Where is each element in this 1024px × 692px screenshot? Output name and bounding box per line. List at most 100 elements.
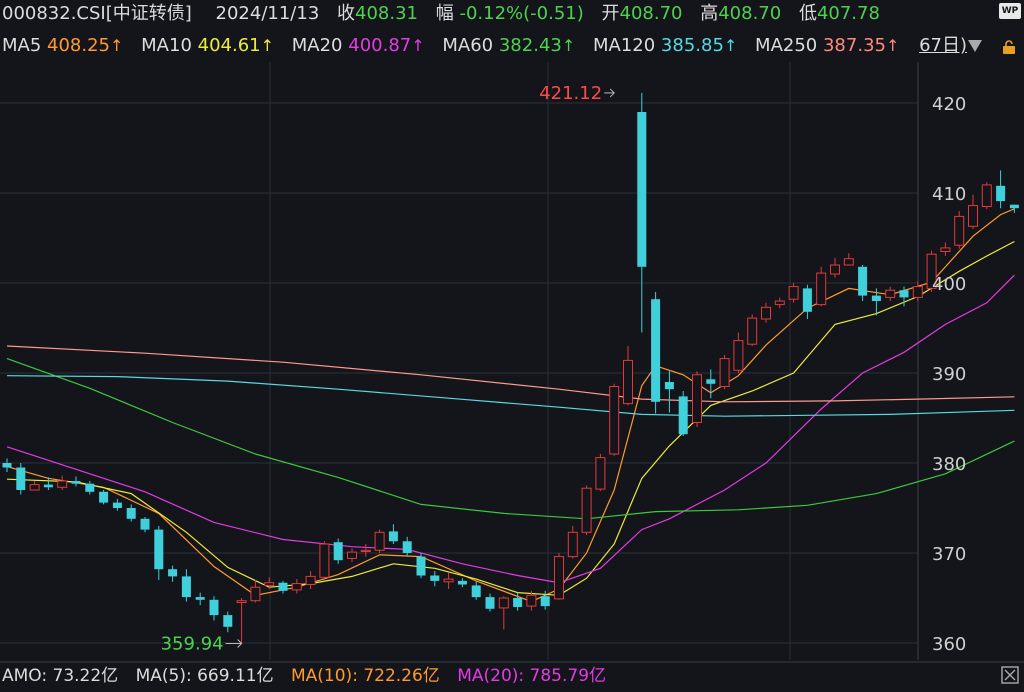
candle-body: [43, 484, 53, 488]
low-value: 407.78: [816, 3, 880, 24]
candle-body: [347, 551, 357, 559]
candle: [912, 281, 923, 301]
symbol-name: 000832.CSI[中证转债]: [2, 3, 192, 24]
candle: [236, 598, 247, 644]
candle: [430, 571, 440, 587]
candle: [830, 257, 840, 278]
close-label: 收: [337, 3, 356, 24]
candle-body: [664, 382, 674, 390]
candle: [954, 211, 965, 249]
candle-body: [29, 484, 40, 491]
candle-body: [926, 253, 937, 289]
candle-body: [2, 463, 12, 468]
candle-body: [360, 549, 371, 552]
candle: [747, 314, 758, 346]
low-label: 低: [798, 3, 817, 24]
change-value: -0.12%(-0.51): [459, 3, 584, 24]
ma20-label: MA20: [291, 35, 343, 56]
candles: [2, 92, 1019, 644]
candle: [2, 458, 12, 472]
candle-body: [513, 598, 523, 607]
candle-body: [112, 502, 122, 508]
candle: [540, 590, 550, 610]
y-tick-label: 420: [932, 94, 966, 115]
candle-body: [195, 597, 205, 600]
close-value: 408.31: [355, 3, 418, 24]
ma20-line: [6, 274, 1015, 584]
candle-body: [333, 542, 343, 561]
candle-body: [788, 286, 799, 300]
candle-body: [554, 556, 564, 600]
candle: [567, 526, 578, 559]
candle-body: [485, 597, 495, 609]
candle-body: [706, 379, 716, 384]
candle: [264, 577, 275, 589]
y-tick-label: 390: [932, 364, 966, 385]
candle: [554, 553, 564, 600]
candle: [374, 529, 385, 553]
annotation-low: 359.94: [161, 634, 243, 655]
candle: [85, 481, 95, 495]
candle-body: [540, 596, 550, 607]
ma250-label: MA250: [755, 35, 818, 56]
ma60-label: MA60: [442, 35, 494, 56]
candle-body: [858, 266, 868, 296]
annotation-arrowhead: [609, 88, 615, 98]
ma10-line: [6, 240, 1015, 596]
candle: [181, 569, 191, 602]
wp-badge-icon[interactable]: WP: [999, 3, 1021, 19]
candle-body: [1009, 204, 1019, 209]
candle: [485, 593, 495, 612]
candle-body: [457, 580, 467, 585]
ma120-line: [6, 375, 1015, 417]
candle: [843, 253, 854, 266]
moving-average-lines: [6, 208, 1015, 603]
candle: [360, 544, 371, 557]
candle: [250, 580, 261, 603]
candle-body: [236, 600, 247, 604]
candle-body: [319, 543, 330, 578]
candle: [926, 250, 937, 292]
candle-body: [140, 518, 150, 530]
candle: [651, 292, 661, 414]
lock-icon[interactable]: [1002, 40, 1016, 54]
candle: [168, 565, 178, 582]
candle-body: [223, 615, 233, 627]
candle-body: [471, 585, 481, 598]
ma5-line: [6, 208, 1015, 603]
chevron-down-icon[interactable]: [968, 40, 982, 52]
price-annotations: 421.12 359.94: [161, 83, 615, 655]
candle-body: [830, 264, 840, 275]
ma60-line: [6, 358, 1015, 520]
candle-body: [816, 272, 827, 306]
candle-body: [968, 205, 978, 227]
candle: [278, 580, 288, 594]
expand-icon[interactable]: [1001, 666, 1019, 684]
candle-body: [733, 340, 744, 371]
candle-body: [719, 358, 730, 388]
candle-body: [899, 290, 909, 298]
candle: [305, 571, 316, 589]
candle-body: [526, 594, 537, 607]
annotation-arrowhead: [237, 639, 243, 648]
ma-period-select[interactable]: 67日): [919, 35, 968, 56]
high-value: 408.70: [718, 3, 782, 24]
candle-body: [168, 569, 178, 577]
candle-body: [430, 575, 440, 581]
candle-body: [651, 299, 661, 402]
amo-ma5: MA(5): 669.11亿: [135, 666, 274, 686]
candle-body: [374, 531, 385, 551]
candle-body: [885, 289, 896, 298]
candle: [581, 485, 592, 535]
candle-body: [305, 575, 316, 586]
ma10-label: MA10: [141, 35, 192, 56]
candle-body: [595, 457, 606, 490]
annotation-label: 421.12: [539, 83, 602, 104]
change-label: 幅: [435, 3, 454, 24]
candle-body: [16, 467, 26, 490]
candle: [319, 541, 330, 580]
candle-body: [278, 582, 288, 591]
candle: [140, 517, 150, 533]
candle-body: [264, 582, 275, 586]
